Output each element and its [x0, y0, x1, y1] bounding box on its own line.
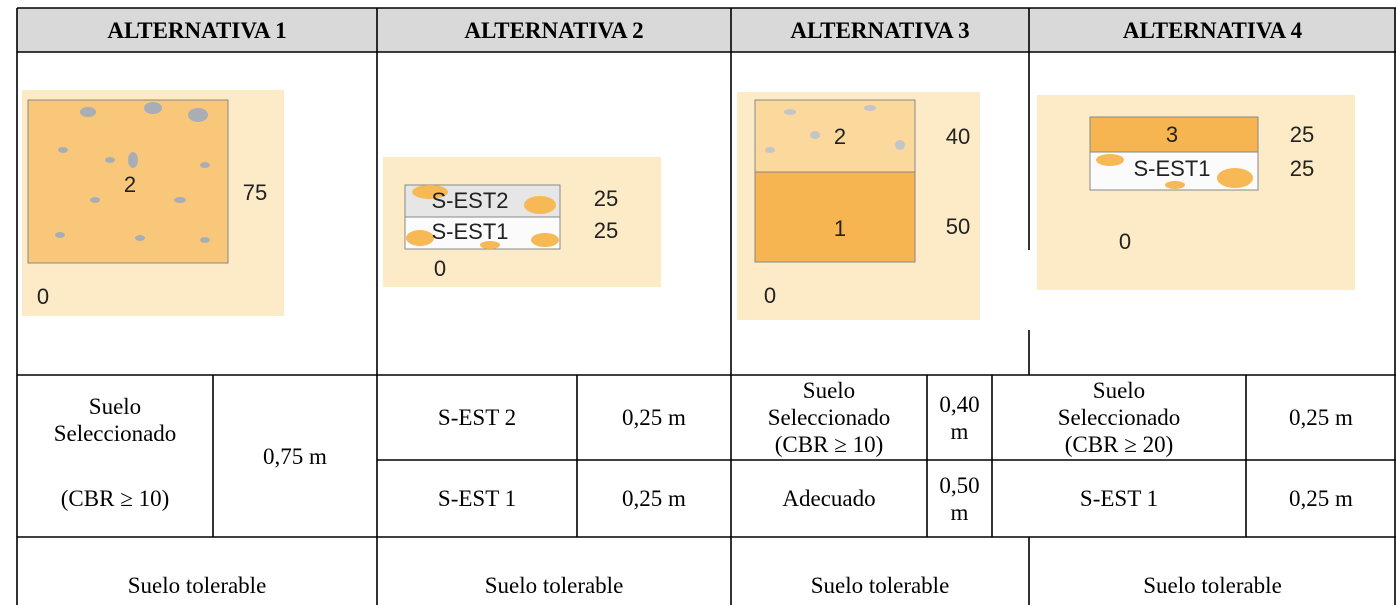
material: S-EST 1	[992, 460, 1246, 537]
thickness: 0,25 m	[1246, 375, 1396, 460]
subgrade: Suelo tolerable	[17, 566, 377, 605]
layer-label: S-EST1	[1133, 156, 1210, 181]
subgrade: Suelo tolerable	[377, 566, 731, 605]
depth-label: 50	[946, 214, 970, 239]
layer-label: 3	[1166, 122, 1178, 147]
depth-label: 25	[1290, 156, 1314, 181]
material-note: (CBR ≥ 10)	[17, 460, 213, 537]
depth-label: 25	[594, 186, 618, 211]
thickness: 0,50 m	[927, 460, 992, 537]
base-label: 0	[1119, 229, 1131, 254]
subgrade: Suelo tolerable	[731, 566, 1029, 605]
depth-label: 40	[946, 124, 970, 149]
thickness: 0,75 m	[213, 375, 377, 537]
material: S-EST 2	[377, 375, 577, 460]
depth-label: 25	[1290, 122, 1314, 147]
thickness: 0,25 m	[577, 375, 731, 460]
material: Suelo Seleccionado (CBR ≥ 10)	[731, 375, 927, 460]
layer-label: 1	[834, 216, 846, 241]
base-label: 0	[434, 256, 446, 281]
thickness: 0,40 m	[927, 375, 992, 460]
subgrade: Suelo tolerable	[1029, 566, 1396, 605]
material: Suelo Seleccionado	[17, 385, 213, 455]
thickness: 0,25 m	[577, 460, 731, 537]
base-label: 0	[37, 284, 49, 309]
base-label: 0	[764, 283, 776, 308]
material: Adecuado	[731, 460, 927, 537]
material: Suelo Seleccionado (CBR ≥ 20)	[992, 375, 1246, 460]
layer-label: 2	[834, 124, 846, 149]
layer-label: S-EST1	[431, 219, 508, 244]
depth-label: 25	[594, 218, 618, 243]
thickness: 0,25 m	[1246, 460, 1396, 537]
page: ALTERNATIVA 1 ALTERNATIVA 2 ALTERNATIVA …	[0, 0, 1396, 605]
depth-label: 75	[243, 180, 267, 205]
material: S-EST 1	[377, 460, 577, 537]
layer-label: 2	[124, 172, 136, 197]
layer-label: S-EST2	[431, 188, 508, 213]
